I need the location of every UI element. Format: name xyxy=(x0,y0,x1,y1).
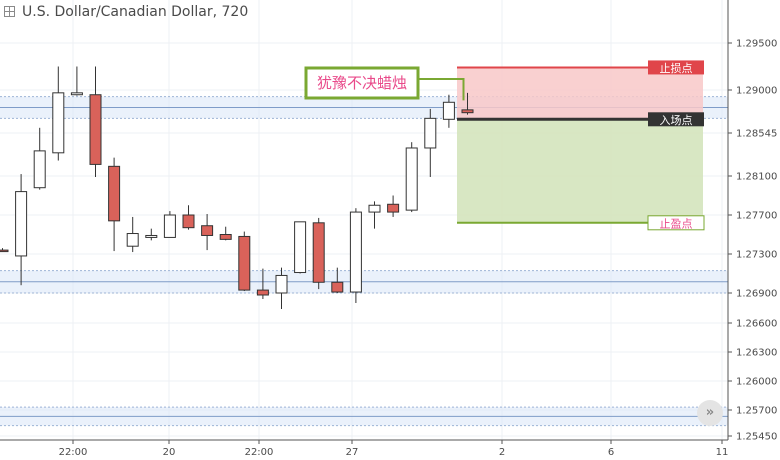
annotation-text: 犹豫不决蜡烛 xyxy=(317,74,407,92)
y-tick-label: 1.26300 xyxy=(736,348,777,359)
y-tick-label: 1.29000 xyxy=(736,86,777,97)
x-tick-label: 20 xyxy=(163,447,176,458)
y-tick-label: 1.29500 xyxy=(736,39,777,50)
candle-body xyxy=(349,211,362,293)
candle-body xyxy=(145,234,158,238)
symbol-icon[interactable] xyxy=(4,6,15,17)
candle-body xyxy=(368,204,381,213)
candle-body xyxy=(201,225,214,236)
x-tick-label: 11 xyxy=(716,447,729,458)
risk-zone xyxy=(457,67,703,120)
candle-body xyxy=(33,150,46,189)
candle-body xyxy=(275,274,288,294)
candle-body xyxy=(405,147,418,211)
y-tick-label: 1.28100 xyxy=(736,172,777,183)
y-tick-label: 1.26900 xyxy=(736,289,777,300)
y-tick-label: 1.27300 xyxy=(736,250,777,261)
candle-body xyxy=(182,214,195,229)
scroll-to-realtime-button[interactable]: » xyxy=(697,400,723,426)
annotation-leader xyxy=(418,78,465,101)
candle-body xyxy=(70,92,83,96)
x-tick-label: 27 xyxy=(346,447,359,458)
candle-body xyxy=(387,203,400,213)
candle-body xyxy=(108,165,121,222)
entry-label: 入场点 xyxy=(660,113,693,127)
candle-body xyxy=(163,214,176,238)
take-profit-label: 止盈点 xyxy=(660,217,693,230)
candle-body xyxy=(238,235,251,291)
chart-title: U.S. Dollar/Canadian Dollar, 720 xyxy=(22,4,249,20)
x-tick-label: 2 xyxy=(499,447,505,458)
y-tick-label: 1.26600 xyxy=(736,319,777,330)
candle-body xyxy=(219,234,232,240)
stop-loss-label: 止损点 xyxy=(660,61,693,75)
candle-body xyxy=(52,92,65,154)
y-tick-label: 1.27700 xyxy=(736,211,777,222)
candle-body xyxy=(15,191,28,257)
y-tick-label: 1.26000 xyxy=(736,377,777,388)
candle-body xyxy=(126,233,139,247)
reward-zone xyxy=(457,119,703,223)
annotation-box xyxy=(304,66,420,100)
candle-body xyxy=(424,117,437,149)
y-tick-label: 1.25450 xyxy=(736,432,777,443)
take-profit-label-border xyxy=(647,215,705,231)
y-tick-label: 1.25700 xyxy=(736,406,777,417)
y-tick-label: 1.28545 xyxy=(736,129,777,140)
candle-body xyxy=(331,281,344,293)
candle-body xyxy=(461,109,474,114)
entry-label-bg xyxy=(648,112,704,127)
candle-body xyxy=(312,222,325,283)
candle-body xyxy=(256,289,269,296)
x-tick-label: 6 xyxy=(608,447,614,458)
candle-body xyxy=(442,101,455,120)
x-tick-label: 22:00 xyxy=(59,447,88,458)
candle-body xyxy=(294,221,307,274)
take-profit-label-bg xyxy=(648,215,704,230)
candle-body xyxy=(89,94,102,165)
x-tick-label: 22:00 xyxy=(245,447,274,458)
candle-body xyxy=(0,249,9,253)
stop-loss-label-bg xyxy=(648,60,704,75)
